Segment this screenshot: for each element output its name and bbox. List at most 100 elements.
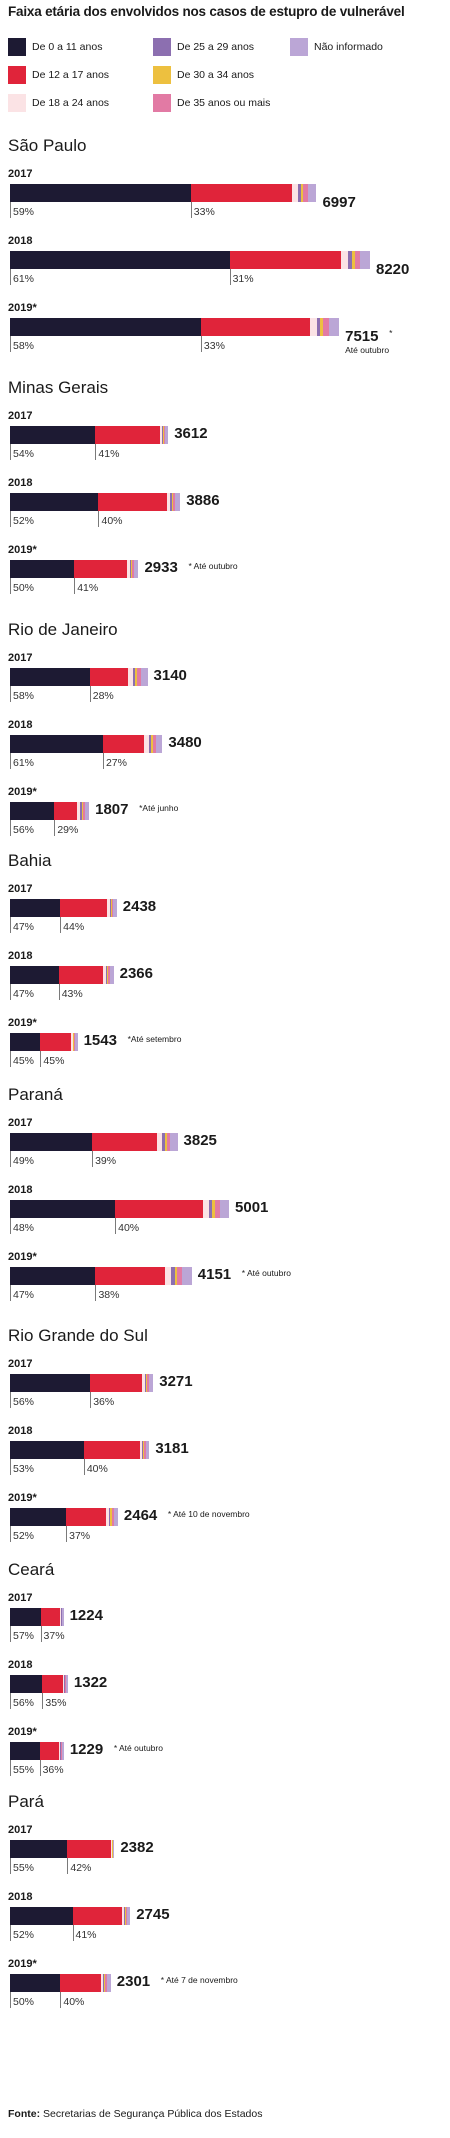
bar-segment-18-24 xyxy=(103,966,106,984)
bar-segment-12-17 xyxy=(42,1675,63,1693)
bar-segment-25-29 xyxy=(162,1133,165,1151)
pct-label-0-11: 52% xyxy=(13,515,35,527)
bar-segment-18-24 xyxy=(77,802,81,820)
bar-segment-30-34 xyxy=(150,735,153,753)
pct-label-0-11: 52% xyxy=(13,1530,35,1542)
state-name: Minas Gerais xyxy=(8,378,109,397)
stacked-bar xyxy=(10,493,181,511)
bar-segment-12-17 xyxy=(98,493,167,511)
bar-segment-18-24 xyxy=(70,1033,73,1051)
bar-segment-nao-informado xyxy=(127,1907,131,1925)
pct-tick xyxy=(10,1285,11,1301)
stacked-bar xyxy=(10,1200,229,1218)
pct-tick xyxy=(95,1285,97,1301)
pct-label-0-11: 58% xyxy=(13,690,35,702)
legend-item: De 30 a 34 anos xyxy=(153,66,254,84)
pct-tick xyxy=(10,1925,11,1941)
year-label: 2019* xyxy=(8,1017,37,1029)
pct-label-0-11: 54% xyxy=(13,448,35,460)
bar-segment-30-34 xyxy=(146,1374,148,1392)
bar-segment-12-17 xyxy=(229,251,342,269)
bar-segment-18-24 xyxy=(128,668,134,686)
total-label: 3480 xyxy=(168,734,202,751)
bar-segment-12-17 xyxy=(83,1441,140,1459)
bar-segment-35-plus xyxy=(111,1508,114,1526)
bar-segment-nao-informado xyxy=(84,802,90,820)
bar-segment-0-11 xyxy=(10,899,61,917)
pct-tick xyxy=(10,1526,11,1542)
bar-segment-35-plus xyxy=(125,1907,128,1925)
bar-segment-0-11 xyxy=(10,493,99,511)
bar-segment-12-17 xyxy=(190,184,292,202)
year-label: 2018 xyxy=(8,1891,33,1903)
pct-label-0-11: 55% xyxy=(13,1764,35,1776)
year-label: 2018 xyxy=(8,477,33,489)
bar-segment-nao-informado xyxy=(134,560,139,578)
legend: De 0 a 11 anos De 25 a 29 anos Não infor… xyxy=(8,38,448,122)
state-name: Rio de Janeiro xyxy=(8,620,118,639)
stacked-bar xyxy=(10,1907,131,1925)
stacked-bar xyxy=(10,899,117,917)
bar-segment-30-34 xyxy=(64,1675,66,1693)
state-name: Bahia xyxy=(8,851,52,870)
pct-label-0-11: 55% xyxy=(13,1862,35,1874)
bar-segment-18-24 xyxy=(166,493,170,511)
total-label: 7515 xyxy=(345,328,379,345)
bar-segment-30-34 xyxy=(164,1133,167,1151)
year-label: 2019* xyxy=(8,302,37,314)
bar-segment-25-29 xyxy=(298,184,301,202)
bar-segment-35-plus xyxy=(172,493,176,511)
total-label: 1322 xyxy=(73,1674,108,1691)
bar-segment-30-34 xyxy=(351,251,355,269)
pct-tick xyxy=(10,984,11,1000)
pct-label-12-17: 43% xyxy=(61,988,83,1000)
pct-tick xyxy=(98,511,100,527)
pct-tick xyxy=(72,1925,74,1941)
pct-label-0-11: 56% xyxy=(13,1697,35,1709)
pct-tick xyxy=(10,1459,11,1475)
bar-segment-18-24 xyxy=(141,1374,145,1392)
total-label: 1229 xyxy=(69,1741,104,1758)
period-note: * xyxy=(389,328,393,338)
year-label: 2017 xyxy=(8,652,33,664)
bar-segment-12-17 xyxy=(58,966,104,984)
year-label: 2018 xyxy=(8,950,33,962)
bar-segment-0-11 xyxy=(10,1675,43,1693)
bar-segment-0-11 xyxy=(10,668,90,686)
total-label: 3271 xyxy=(159,1373,193,1390)
total-label: 2464 xyxy=(123,1507,158,1524)
bar-segment-nao-informado xyxy=(219,1200,229,1218)
bar-segment-30-34 xyxy=(300,184,304,202)
bar-segment-18-24 xyxy=(341,251,349,269)
bar-segment-35-plus xyxy=(144,1441,146,1459)
pct-tick xyxy=(40,1626,42,1642)
pct-label-0-11: 61% xyxy=(13,757,35,769)
pct-label-0-11: 47% xyxy=(13,921,35,933)
total-label: 2933 xyxy=(144,559,178,576)
pct-label-12-17: 44% xyxy=(63,921,85,933)
bar-segment-30-34 xyxy=(104,1974,106,1992)
stacked-bar xyxy=(10,1675,68,1693)
period-note: * Até outubro xyxy=(113,1743,163,1753)
bar-segment-25-29 xyxy=(171,1267,175,1285)
period-note: * Até outubro xyxy=(188,561,238,571)
pct-label-0-11: 52% xyxy=(13,1929,35,1941)
source-label: Fonte: xyxy=(8,2108,41,2120)
bar-segment-12-17 xyxy=(40,1033,71,1051)
pct-label-0-11: 58% xyxy=(13,340,35,352)
bar-segment-25-29 xyxy=(133,668,136,686)
bar-segment-25-29 xyxy=(316,318,321,336)
bar-segment-30-34 xyxy=(212,1200,216,1218)
bar-segment-nao-informado xyxy=(145,1441,150,1459)
legend-swatch xyxy=(153,38,171,56)
chart-title: Faixa etária dos envolvidos nos casos de… xyxy=(8,4,405,19)
bar-segment-0-11 xyxy=(10,1374,91,1392)
bar-segment-12-17 xyxy=(72,1907,122,1925)
bar-segment-25-29 xyxy=(129,560,132,578)
bar-segment-nao-informado xyxy=(62,1608,64,1626)
pct-tick xyxy=(10,578,11,594)
bar-segment-25-29 xyxy=(123,1907,125,1925)
total-label: 1543 xyxy=(83,1032,117,1049)
bar-segment-18-24 xyxy=(139,1441,142,1459)
bar-segment-nao-informado xyxy=(149,1374,154,1392)
